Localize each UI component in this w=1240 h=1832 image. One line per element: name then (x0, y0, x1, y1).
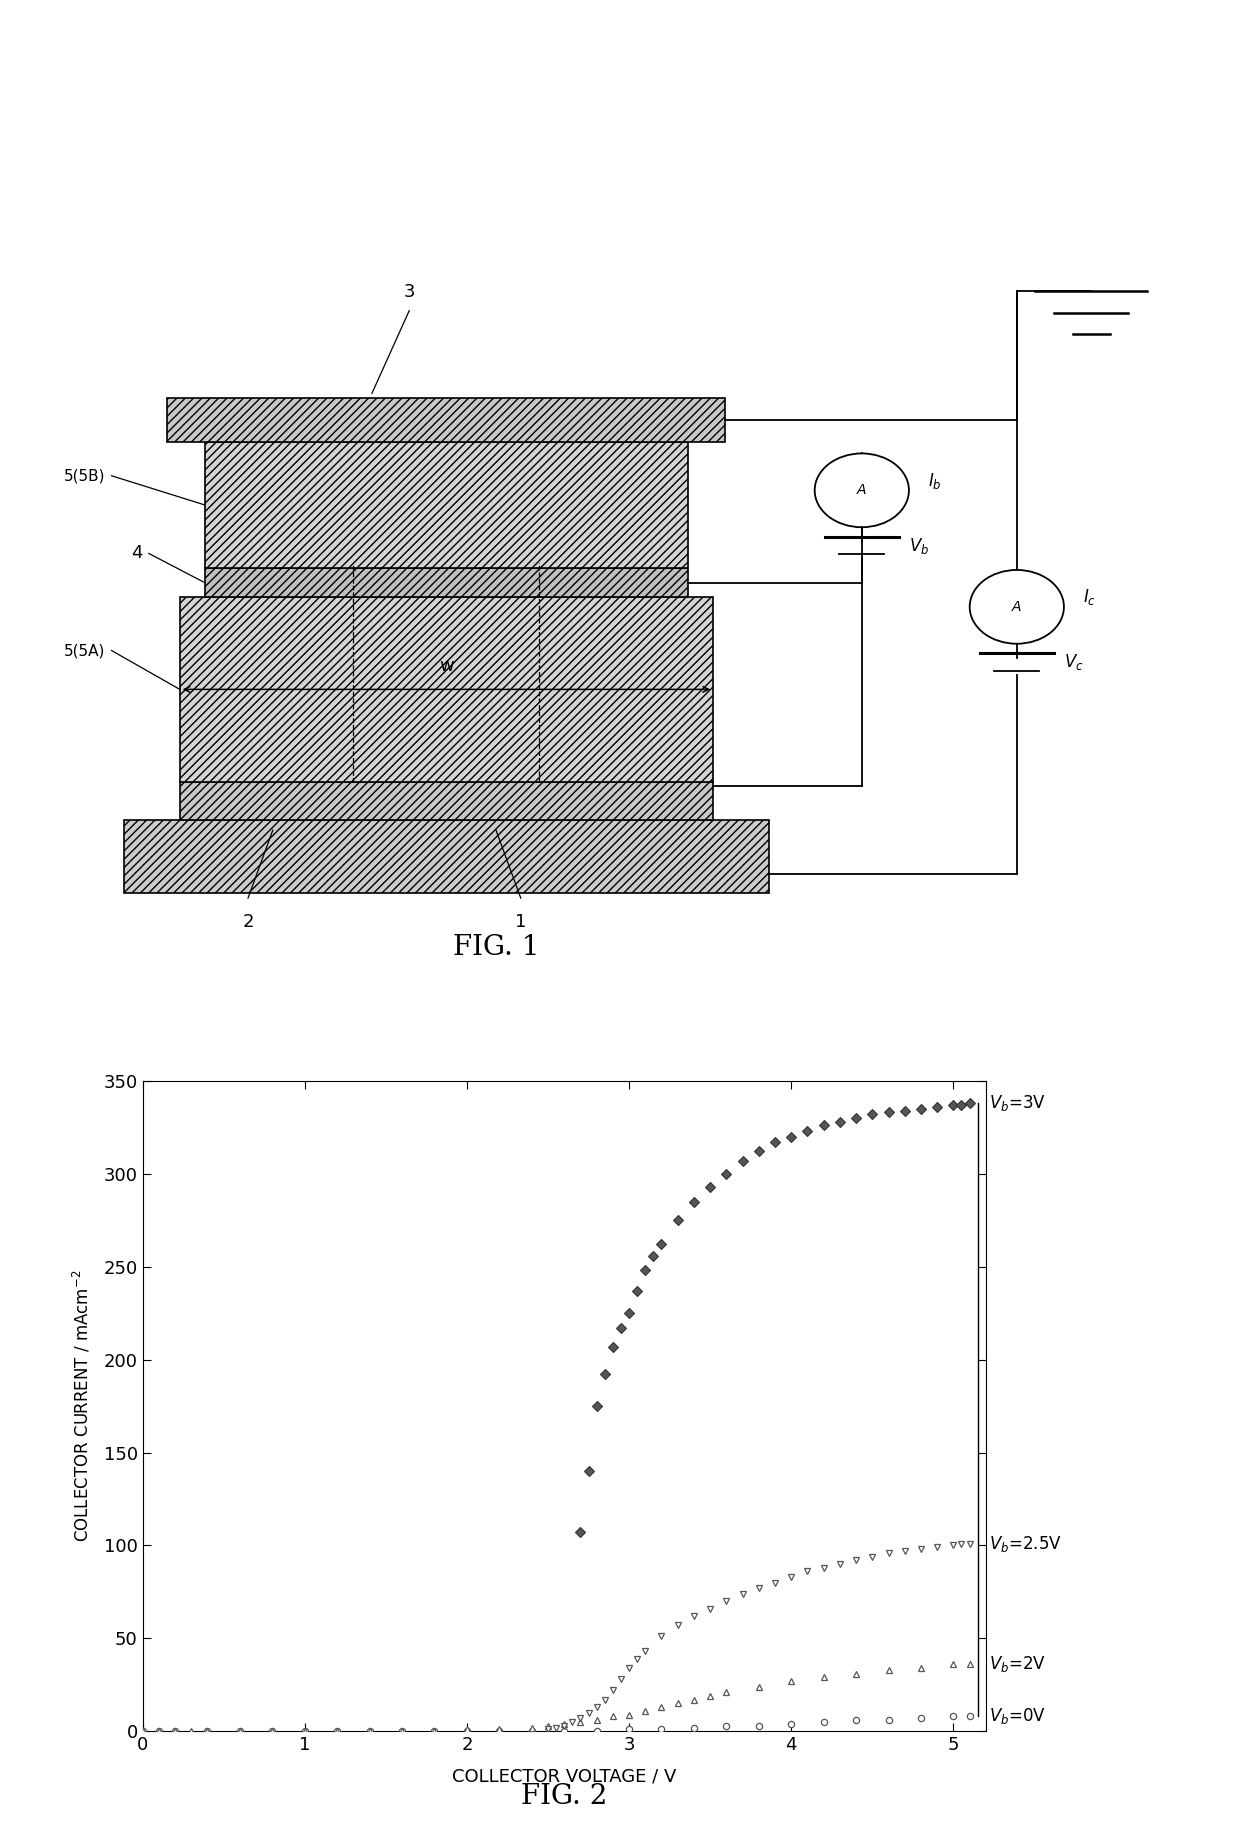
Text: 2: 2 (242, 912, 254, 931)
Bar (205, 568, 688, 597)
Text: $V_c$: $V_c$ (1064, 652, 1084, 672)
Text: $V_b$: $V_b$ (909, 535, 929, 555)
Text: 1: 1 (515, 912, 527, 931)
Text: $I_c$: $I_c$ (1083, 586, 1096, 606)
Text: 3: 3 (403, 282, 415, 300)
Text: $V_b$=2.5V: $V_b$=2.5V (990, 1533, 1061, 1554)
Text: $V_b$=3V: $V_b$=3V (990, 1094, 1045, 1114)
Text: 5(5B): 5(5B) (64, 469, 105, 484)
Bar (124, 821, 769, 894)
Text: FIG. 1: FIG. 1 (453, 934, 539, 962)
Bar (205, 442, 688, 568)
Text: w: w (439, 658, 454, 674)
Bar (180, 782, 713, 821)
Text: 4: 4 (131, 544, 143, 562)
Circle shape (815, 454, 909, 528)
Bar (180, 597, 713, 782)
Text: A: A (1012, 599, 1022, 614)
Text: $I_b$: $I_b$ (928, 471, 941, 491)
Circle shape (970, 570, 1064, 643)
Y-axis label: COLLECTOR CURRENT / mAcm$^{-2}$: COLLECTOR CURRENT / mAcm$^{-2}$ (71, 1270, 92, 1543)
Text: A: A (857, 484, 867, 496)
Text: 5(5A): 5(5A) (64, 643, 105, 658)
Text: $V_b$=0V: $V_b$=0V (990, 1706, 1047, 1726)
Bar (167, 398, 725, 442)
Text: FIG. 2: FIG. 2 (521, 1783, 608, 1810)
X-axis label: COLLECTOR VOLTAGE / V: COLLECTOR VOLTAGE / V (453, 1768, 676, 1786)
Text: $V_b$=2V: $V_b$=2V (990, 1654, 1047, 1674)
